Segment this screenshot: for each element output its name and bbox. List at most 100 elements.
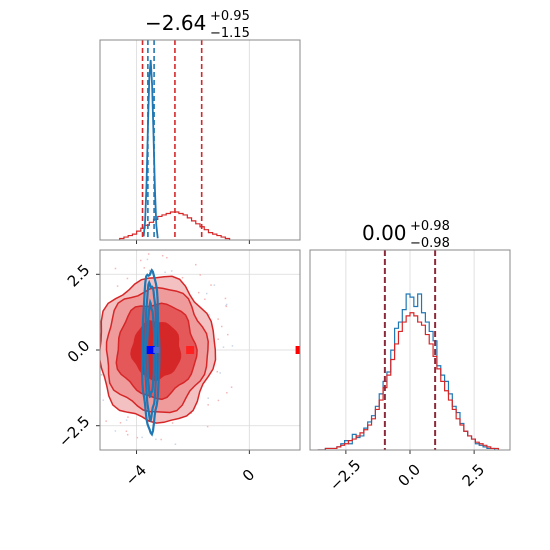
panel-top-left: −2.64 +0.95 −1.15 bbox=[99, 9, 301, 244]
scatter-point bbox=[81, 324, 83, 326]
scatter-point bbox=[213, 284, 216, 286]
scatter-point bbox=[140, 259, 142, 262]
scatter-point bbox=[216, 370, 219, 373]
scatter-point bbox=[217, 318, 219, 320]
scatter-point bbox=[136, 436, 139, 439]
scatter-point bbox=[114, 430, 117, 432]
scatter-point bbox=[210, 284, 212, 286]
scatter-point bbox=[220, 325, 223, 328]
panel-top-left-frame bbox=[99, 39, 301, 241]
scatter-point bbox=[91, 325, 93, 327]
scatter-point bbox=[114, 267, 117, 270]
scatter-point bbox=[155, 438, 157, 441]
scatter-point bbox=[217, 338, 219, 341]
scatter-point bbox=[98, 393, 100, 395]
scatter-point bbox=[79, 377, 81, 379]
panel-bottom-right-plot bbox=[317, 250, 500, 450]
y-tick-label: 2.5 bbox=[64, 261, 94, 291]
scatter-point bbox=[171, 422, 174, 424]
scatter-point bbox=[219, 372, 221, 374]
peak-marker-blue-secondary bbox=[153, 347, 160, 353]
x-tick-label: 0 bbox=[239, 466, 258, 485]
contour-blue-level bbox=[140, 268, 161, 437]
scatter-point bbox=[160, 438, 162, 441]
scatter-point bbox=[94, 320, 96, 322]
scatter-point bbox=[190, 412, 192, 414]
scatter-point bbox=[226, 391, 228, 394]
scatter-point bbox=[204, 298, 206, 300]
scatter-point bbox=[105, 420, 107, 422]
scatter-point bbox=[96, 324, 98, 326]
x-tick-label: 2.5 bbox=[459, 460, 489, 490]
outlier-marker bbox=[295, 346, 300, 354]
scatter-point bbox=[90, 365, 92, 367]
scatter-point bbox=[81, 372, 83, 374]
x-tick-label: 0.0 bbox=[394, 460, 424, 490]
scatter-point bbox=[205, 292, 208, 295]
panel-bottom-right-ticks: −2.5 0.0 2.5 bbox=[326, 450, 488, 495]
scatter-point bbox=[225, 303, 228, 306]
scatter-point bbox=[199, 274, 202, 276]
title-bottom-right-sub: −0.98 bbox=[410, 236, 450, 251]
scatter-point bbox=[97, 347, 99, 349]
scatter-point bbox=[143, 267, 146, 269]
scatter-point bbox=[170, 270, 173, 272]
scatter-point bbox=[126, 277, 129, 280]
scatter-point bbox=[93, 373, 95, 375]
scatter-point bbox=[230, 386, 233, 388]
scatter-point bbox=[119, 422, 122, 424]
scatter-point bbox=[197, 291, 200, 294]
panel-bottom-right: 0.00 +0.98 −0.98 −2.5 0.0 2.5 bbox=[309, 219, 511, 495]
scatter-point bbox=[85, 315, 87, 317]
panel-bottom-right-grid bbox=[345, 250, 475, 450]
scatter-point bbox=[207, 397, 209, 399]
scatter-point bbox=[224, 297, 227, 300]
scatter-point bbox=[195, 263, 197, 266]
contour-blue-level bbox=[143, 279, 158, 423]
scatter-point bbox=[94, 336, 96, 338]
peak-marker-blue bbox=[146, 346, 155, 354]
scatter-point bbox=[125, 430, 128, 433]
panel-top-left-plot bbox=[119, 40, 231, 240]
scatter-point bbox=[116, 285, 119, 287]
scatter-point bbox=[125, 419, 128, 421]
scatter-point bbox=[92, 381, 94, 383]
scatter-point bbox=[79, 325, 81, 327]
scatter-point bbox=[141, 436, 143, 439]
x-tick-label: −2.5 bbox=[326, 456, 364, 494]
scatter-point bbox=[148, 269, 151, 272]
scatter-point bbox=[126, 433, 129, 436]
scatter-point bbox=[94, 308, 96, 310]
scatter-point bbox=[208, 313, 210, 316]
scatter-point bbox=[161, 254, 164, 257]
scatter-point bbox=[100, 374, 103, 376]
scatter-point bbox=[98, 394, 100, 396]
panel-bottom-left: −4 0 −2.5 0.0 2.5 bbox=[55, 249, 301, 489]
scatter-point bbox=[227, 333, 229, 336]
scatter-point bbox=[166, 256, 168, 259]
title-bottom-right-main: 0.00 bbox=[362, 221, 407, 245]
scatter-point bbox=[164, 271, 166, 274]
scatter-point bbox=[85, 323, 87, 325]
peak-marker-red bbox=[186, 346, 195, 354]
scatter-point bbox=[91, 320, 93, 322]
panel-bottom-left-plot bbox=[79, 253, 300, 446]
scatter-point bbox=[150, 272, 153, 275]
title-bottom-right-sup: +0.98 bbox=[410, 219, 450, 234]
scatter-point bbox=[222, 346, 225, 348]
title-top-left-sup: +0.95 bbox=[210, 9, 250, 24]
scatter-point bbox=[217, 399, 220, 402]
panel-top-left-grid bbox=[136, 40, 250, 240]
scatter-point bbox=[225, 305, 228, 308]
scatter-point bbox=[80, 374, 82, 376]
panel-top-left-ticks bbox=[136, 240, 250, 244]
scatter-point bbox=[102, 399, 105, 401]
histogram-blue bbox=[142, 59, 159, 239]
x-tick-label: −4 bbox=[122, 461, 150, 489]
scatter-point bbox=[127, 416, 129, 418]
scatter-point bbox=[206, 425, 209, 428]
scatter-point bbox=[147, 253, 150, 255]
panel-bottom-right-frame bbox=[309, 249, 511, 451]
scatter-point bbox=[181, 276, 184, 279]
title-top-left-sub: −1.15 bbox=[210, 26, 250, 41]
